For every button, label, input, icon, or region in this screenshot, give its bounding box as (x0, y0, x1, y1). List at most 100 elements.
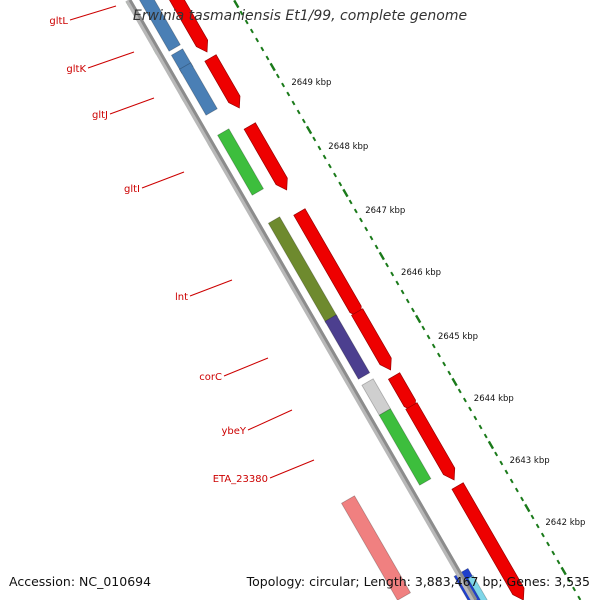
minor-tick (494, 451, 499, 457)
minor-tick (395, 280, 400, 286)
minor-tick (296, 109, 301, 115)
minor-tick (530, 514, 535, 520)
minor-tick (353, 208, 358, 214)
gene-label-ybeY: ybeY (221, 426, 246, 437)
gene-label-gltJ: gltJ (92, 110, 108, 121)
scale-label: 2643 kbp (510, 456, 550, 466)
minor-tick (327, 163, 332, 169)
scale-label: 2647 kbp (365, 206, 405, 216)
gene-labels: gltL gltK gltJ gltI lnt corC ybeY ETA_23380 (49, 5, 315, 485)
minor-tick (504, 469, 509, 475)
minor-tick (249, 28, 254, 34)
minor-tick (411, 307, 415, 313)
minor-tick (244, 19, 249, 25)
gene-arrow-track (169, 0, 525, 600)
minor-tick (301, 118, 306, 124)
minor-tick (312, 136, 317, 142)
backbone-shadow (125, 0, 477, 600)
major-tick (378, 251, 385, 261)
gene-arrow (451, 482, 525, 600)
major-tick (451, 377, 458, 387)
minor-tick (551, 550, 556, 556)
minor-tick (364, 226, 369, 232)
minor-tick (281, 82, 286, 88)
scale-label: 2646 kbp (401, 268, 441, 278)
minor-tick (385, 262, 389, 268)
gene-feature-ETA_23380 (378, 408, 432, 486)
minor-tick (436, 352, 441, 358)
minor-tick (322, 154, 327, 160)
gene-label-gltI: gltI (124, 184, 140, 195)
minor-tick (317, 145, 322, 151)
minor-tick (566, 577, 571, 583)
gene-arrow (169, 0, 209, 53)
minor-tick (374, 244, 379, 250)
scale-labels: 2649 kbp 2648 kbp 2647 kbp 2646 kbp 2645 kbp… (291, 78, 585, 528)
minor-tick (275, 73, 280, 79)
gene-feature-gltI (217, 128, 265, 196)
minor-tick (509, 478, 514, 484)
gene-arrow (243, 122, 288, 191)
scale-label: 2648 kbp (328, 142, 368, 152)
gene-label-ETA_23380: ETA_23380 (213, 474, 268, 485)
scale-label: 2644 kbp (474, 394, 514, 404)
minor-tick (478, 424, 483, 430)
major-tick (524, 503, 531, 513)
gene-label-gltL: gltL (49, 16, 68, 27)
minor-tick (400, 289, 405, 295)
outer-tick-track (233, 0, 582, 600)
gene-arrow (405, 402, 456, 481)
minor-tick (359, 217, 363, 223)
minor-tick (442, 361, 447, 367)
major-tick (269, 62, 276, 72)
minor-tick (265, 55, 270, 61)
minor-tick (514, 487, 519, 493)
scale-label: 2642 kbp (545, 518, 585, 528)
minor-tick (535, 523, 540, 529)
unlabeled-feature-pink (340, 495, 412, 600)
scale-label: 2649 kbp (291, 78, 331, 88)
major-tick (305, 125, 313, 135)
gene-label-corC: corC (199, 372, 222, 383)
minor-tick (572, 586, 577, 592)
leader-line-corC (223, 357, 269, 377)
leader-line-gltI (141, 171, 185, 189)
minor-tick (483, 433, 488, 439)
minor-tick (333, 172, 338, 178)
leader-line-gltJ (109, 97, 155, 115)
minor-tick (457, 388, 462, 394)
scale-label: 2645 kbp (438, 332, 478, 342)
minor-tick (421, 325, 426, 331)
leader-line-lnt (189, 279, 233, 297)
minor-tick (390, 271, 395, 277)
minor-tick (540, 532, 545, 538)
major-tick (560, 566, 567, 576)
leader-line-ybeY (247, 409, 293, 431)
gene-feature-corC (324, 314, 371, 380)
minor-tick (468, 406, 473, 412)
gene-arrow (204, 54, 241, 109)
leader-line-gltL (69, 5, 117, 21)
backbone-line (128, 0, 478, 600)
backbone (125, 0, 478, 600)
minor-tick (369, 235, 374, 241)
gene-feature-gltL (139, 0, 181, 52)
major-tick (487, 440, 495, 450)
gene-arrow (351, 308, 392, 371)
minor-tick (348, 199, 353, 205)
map-title: Erwinia tasmaniensis Et1/99, complete ge… (132, 8, 468, 24)
minor-tick (499, 460, 504, 466)
leader-line-gltK (87, 51, 135, 69)
minor-tick (255, 37, 260, 43)
minor-tick (447, 370, 452, 376)
minor-tick (291, 100, 296, 106)
minor-tick (426, 334, 431, 340)
minor-tick (338, 181, 343, 187)
minor-tick (431, 343, 436, 349)
major-tick (233, 0, 240, 9)
minor-tick (286, 91, 291, 97)
gene-label-gltK: gltK (66, 64, 86, 75)
minor-tick (473, 415, 478, 421)
